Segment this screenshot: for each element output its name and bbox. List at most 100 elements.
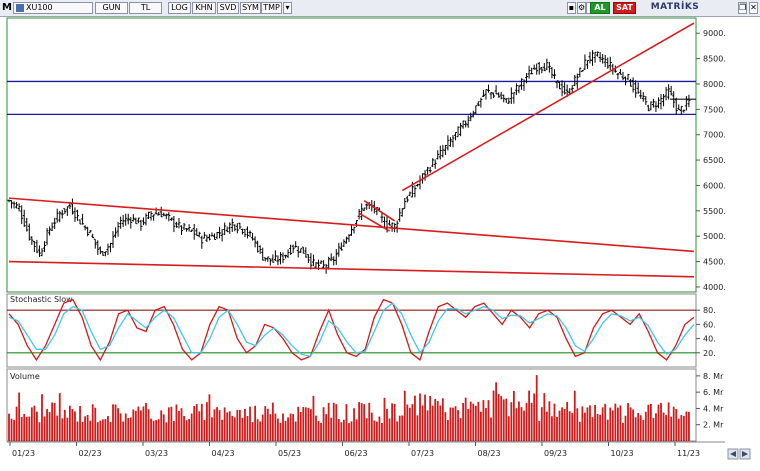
sym-button[interactable]: SYM <box>240 2 261 14</box>
volume-bar <box>543 393 546 441</box>
volume-bar <box>68 405 71 441</box>
khn-button[interactable]: KHN <box>192 2 216 14</box>
volume-bar <box>545 411 548 441</box>
time-axis-label: 08/23 <box>478 449 501 458</box>
price-bar <box>134 217 138 225</box>
price-bar <box>555 80 559 89</box>
price-bar <box>616 72 620 80</box>
volume-bar <box>452 407 454 441</box>
volume-bar <box>624 415 627 441</box>
close-icon[interactable]: ✕ <box>749 2 758 14</box>
svd-button[interactable]: SVD <box>217 2 239 14</box>
volume-bar <box>495 382 498 441</box>
volume-axis-label: 2. Mr <box>703 421 724 430</box>
volume-bar <box>299 412 302 441</box>
triangle-down-icon[interactable]: ▾ <box>283 2 292 14</box>
price-bar <box>459 122 463 137</box>
volume-bar <box>137 406 140 441</box>
symbol-selector[interactable]: XU100 <box>13 2 93 14</box>
trendline <box>8 260 695 278</box>
price-bar <box>446 135 450 151</box>
price-bar <box>631 77 635 93</box>
volume-bar <box>195 404 198 441</box>
trendline <box>8 197 695 253</box>
volume-bar <box>185 420 188 441</box>
volume-bar <box>335 404 338 441</box>
sell-button[interactable]: SAT <box>613 2 636 14</box>
tmp-button[interactable]: TMP <box>261 2 282 14</box>
restore-icon[interactable]: ❐ <box>738 2 747 14</box>
price-bar <box>527 65 531 79</box>
volume-bar <box>611 410 614 441</box>
volume-bar <box>424 394 426 441</box>
volume-bar <box>512 390 515 441</box>
price-bar <box>403 197 407 209</box>
time-axis-label: 04/23 <box>212 449 235 458</box>
volume-bar <box>548 401 551 441</box>
volume-bar <box>223 407 226 441</box>
volume-bar <box>434 399 437 441</box>
price-bar <box>225 226 229 233</box>
volume-bar <box>205 402 208 441</box>
volume-bar <box>398 415 401 441</box>
price-bar <box>659 94 663 110</box>
volume-bar <box>56 415 59 441</box>
price-bar <box>248 230 252 238</box>
price-bar <box>114 227 118 238</box>
price-bar <box>476 101 480 107</box>
volume-bar <box>358 402 361 441</box>
price-bar <box>180 225 184 235</box>
price-bar <box>50 222 54 231</box>
chart-type-icon[interactable]: ▪ <box>567 2 576 14</box>
price-bar <box>144 213 148 226</box>
volume-bar <box>342 419 345 441</box>
price-bar <box>30 236 34 245</box>
price-bar <box>177 218 181 229</box>
price-bar <box>464 120 468 128</box>
volume-bar <box>317 421 320 441</box>
price-bar <box>428 167 432 173</box>
price-bar <box>573 75 577 86</box>
price-bar <box>119 216 123 229</box>
price-axis-label: 8000. <box>703 80 726 89</box>
price-bar <box>654 101 658 113</box>
price-bar <box>540 66 544 74</box>
volume-bar <box>507 416 510 441</box>
volume-bar <box>553 403 556 441</box>
currency-button[interactable]: TL <box>129 2 162 14</box>
price-bar <box>192 223 196 240</box>
price-bar <box>461 120 465 129</box>
volume-bar <box>505 398 508 441</box>
price-bar <box>286 249 290 258</box>
time-axis-label: 06/23 <box>345 449 368 458</box>
buy-button[interactable]: AL <box>590 2 610 14</box>
stochastic-axis-label: 20. <box>703 349 716 358</box>
price-bar <box>398 208 402 222</box>
price-bar <box>418 175 422 190</box>
price-bar <box>233 224 237 232</box>
price-bar <box>499 91 503 100</box>
volume-bar <box>444 412 447 441</box>
settings-icon[interactable]: ⚙ <box>577 2 586 14</box>
price-bar <box>667 84 671 100</box>
volume-bar <box>228 411 231 441</box>
price-bar <box>433 159 437 169</box>
volume-bar <box>322 407 325 441</box>
volume-bar <box>279 422 282 441</box>
period-button[interactable]: GUN <box>95 2 128 14</box>
price-bar <box>55 208 59 223</box>
price-bar <box>438 145 442 160</box>
volume-bar <box>670 416 673 441</box>
volume-bar <box>591 417 594 441</box>
volume-bar <box>302 407 305 441</box>
volume-bar <box>294 421 297 441</box>
log-button[interactable]: LOG <box>168 2 191 14</box>
price-bar <box>618 68 622 75</box>
volume-bar <box>66 417 69 441</box>
price-axis-label: 7000. <box>703 131 726 140</box>
time-axis-label: 09/23 <box>544 449 567 458</box>
volume-bar <box>355 419 358 441</box>
volume-bar <box>58 393 61 441</box>
price-bar <box>141 217 145 226</box>
price-bar <box>53 217 57 230</box>
